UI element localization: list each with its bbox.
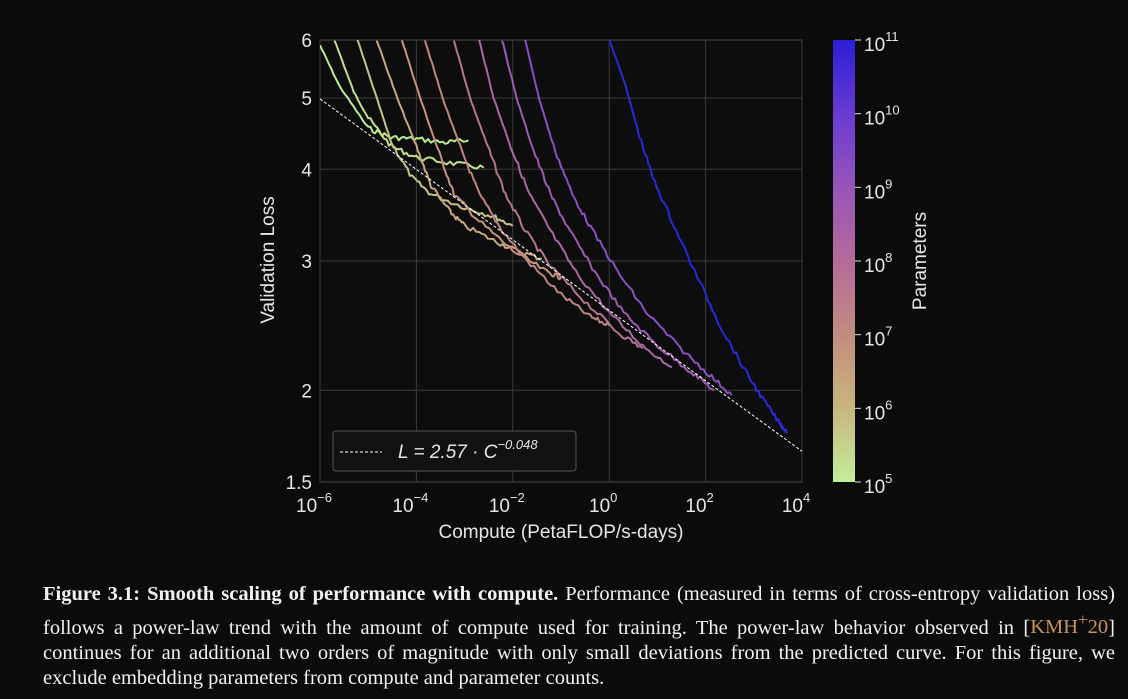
- series-line: [320, 44, 469, 145]
- y-tick-label: 3: [301, 252, 312, 273]
- series-line: [524, 40, 733, 396]
- x-tick-label: 10−4: [392, 490, 428, 517]
- colorbar-tick-label: 107: [864, 324, 892, 351]
- colorbar-tick-label: 109: [864, 176, 892, 203]
- y-tick-label: 6: [301, 31, 312, 52]
- series-line: [608, 40, 789, 434]
- legend: L = 2.57 · C−0.048: [332, 430, 577, 472]
- y-tick-label: 5: [301, 89, 312, 110]
- series-line: [356, 40, 514, 227]
- colorbar: [833, 40, 855, 482]
- fit-line: [320, 98, 802, 452]
- x-tick-label: 10−6: [296, 490, 332, 517]
- series-lines: [320, 40, 789, 434]
- figure-caption: Figure 3.1: Smooth scaling of performanc…: [43, 582, 1115, 692]
- series-line: [478, 40, 673, 369]
- citation-year: 20: [1087, 616, 1109, 639]
- colorbar-ticks: 1011 1010 109 108 107 106 105: [855, 29, 900, 498]
- x-axis-ticks: 10−6 10−4 10−2 100 102 104: [296, 490, 810, 517]
- legend-label-exp: −0.048: [497, 437, 538, 452]
- caption-label: Figure 3.1:: [43, 583, 141, 605]
- x-tick-label: 100: [589, 490, 617, 517]
- y-tick-label: 4: [301, 160, 312, 181]
- caption-text-before: Performance (measured in terms of cross-…: [43, 583, 1115, 639]
- y-axis-ticks: 1.5 2 3 4 5 6: [286, 31, 313, 494]
- caption-title: Smooth scaling of performance with compu…: [147, 583, 559, 605]
- citation-link[interactable]: KMH+20: [1030, 611, 1109, 639]
- colorbar-tick-label: 108: [864, 250, 892, 277]
- colorbar-tick-label: 1011: [864, 29, 899, 56]
- series-line: [452, 40, 644, 350]
- y-tick-label: 2: [301, 381, 312, 402]
- colorbar-tick-label: 1010: [864, 103, 900, 130]
- colorbar-tick-label: 105: [864, 471, 892, 498]
- y-tick-label: 1.5: [286, 473, 312, 494]
- scaling-chart: 10−6 10−4 10−2 100 102 104 1.5 2 3 4 5 6 Compute (…: [258, 29, 931, 543]
- series-line: [375, 40, 542, 261]
- colorbar-label: Parameters: [910, 212, 931, 310]
- legend-label: L = 2.57 · C−0.048: [398, 437, 538, 463]
- fit-line-group: [320, 98, 802, 452]
- series-line: [400, 40, 562, 281]
- x-tick-label: 102: [685, 490, 713, 517]
- caption-text-after: ] continues for an additional two orders…: [43, 616, 1115, 690]
- x-tick-label: 104: [782, 490, 810, 517]
- colorbar-tick-label: 106: [864, 397, 892, 424]
- legend-label-main: L = 2.57 · C: [398, 442, 498, 463]
- legend-box: [332, 430, 577, 472]
- grid: [319, 40, 803, 482]
- x-axis-label: Compute (PetaFLOP/s-days): [439, 522, 684, 543]
- citation-sup: +: [1078, 610, 1088, 630]
- series-line: [501, 40, 715, 392]
- x-tick-label: 10−2: [489, 490, 525, 517]
- y-axis-label: Validation Loss: [258, 196, 279, 323]
- citation-main: KMH: [1030, 616, 1079, 639]
- series-line: [423, 40, 611, 327]
